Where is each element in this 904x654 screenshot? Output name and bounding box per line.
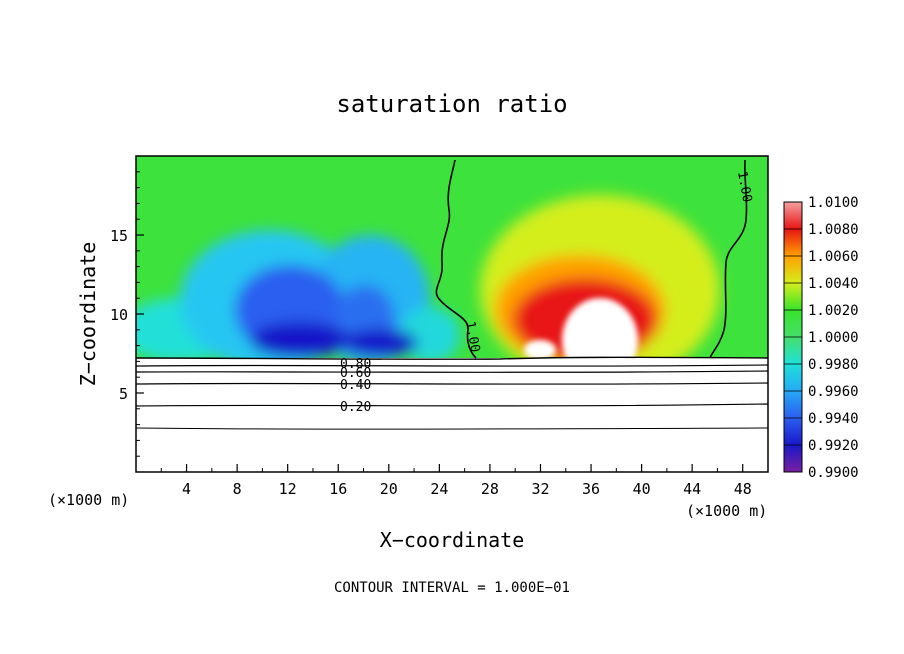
contour-line-040	[135, 382, 769, 385]
x-tick-label: 36	[582, 480, 600, 498]
contour-label: 1.00	[734, 170, 754, 203]
x-axis: 4 8 12 16 20 24 28 32 36 40 44 48	[160, 464, 752, 498]
colorbar-tick-label: 1.0040	[808, 276, 859, 292]
heatmap-field	[136, 156, 768, 358]
contour-label: 0.40	[340, 378, 371, 393]
contour-line-020	[135, 403, 769, 407]
contour-line-100-left	[435, 159, 477, 359]
contour-labels: 1.00 1.00 0.80 0.60 0.40 0.20	[340, 170, 754, 415]
y-axis: 5 10 15	[110, 171, 144, 457]
x-tick-label: 20	[380, 480, 398, 498]
contour-line-080	[135, 364, 769, 367]
x-tick-label: 44	[683, 480, 701, 498]
contour-label: 0.80	[340, 357, 371, 372]
contour-line-base	[135, 427, 769, 430]
colorbar-tick-label: 0.9960	[808, 384, 859, 400]
x-tick-label: 16	[329, 480, 347, 498]
x-tick-label: 32	[531, 480, 549, 498]
y-tick-label: 5	[119, 385, 128, 403]
contour-line-060	[135, 370, 769, 373]
x-units-right: (×1000 m)	[686, 502, 767, 520]
colorbar-tick-label: 0.9980	[808, 357, 859, 373]
contour-lines	[135, 159, 769, 430]
x-tick-label: 24	[430, 480, 448, 498]
contour-label: 1.00	[462, 320, 482, 353]
colorbar-tick-label: 1.0020	[808, 303, 859, 319]
subcloud-region	[136, 358, 768, 472]
colorbar-ticks: 1.0100 1.0080 1.0060 1.0040 1.0020 1.0000 0.99…	[784, 195, 859, 481]
colorbar-tick-label: 0.9900	[808, 465, 859, 481]
x-tick-label: 28	[481, 480, 499, 498]
y-tick-label: 10	[110, 306, 128, 324]
x-tick-label: 4	[182, 480, 191, 498]
colorbar-tick-label: 0.9940	[808, 411, 859, 427]
contour-interval-note: CONTOUR INTERVAL = 1.000E−01	[334, 580, 570, 596]
y-axis-label: Z−coordinate	[76, 242, 100, 387]
x-tick-label: 8	[233, 480, 242, 498]
colorbar-tick-label: 1.0060	[808, 249, 859, 265]
colorbar-tick-label: 0.9920	[808, 438, 859, 454]
contour-label: 0.60	[340, 366, 371, 381]
colorbar-tick-label: 1.0000	[808, 330, 859, 346]
contour-label: 0.20	[340, 400, 371, 415]
x-axis-label: X−coordinate	[380, 528, 525, 552]
x-tick-label: 48	[734, 480, 752, 498]
colorbar: 1.0100 1.0080 1.0060 1.0040 1.0020 1.0000 0.99…	[783, 195, 859, 481]
x-units-left: (×1000 m)	[48, 491, 129, 509]
colorbar-tick-label: 1.0100	[808, 195, 859, 211]
colorbar-tick-label: 1.0080	[808, 222, 859, 238]
contour-line-cloud-base	[135, 356, 769, 360]
y-tick-label: 15	[110, 227, 128, 245]
x-tick-label: 12	[279, 480, 297, 498]
chart-title: saturation ratio	[336, 90, 567, 118]
contour-line-100-right	[709, 159, 748, 359]
x-tick-label: 40	[633, 480, 651, 498]
